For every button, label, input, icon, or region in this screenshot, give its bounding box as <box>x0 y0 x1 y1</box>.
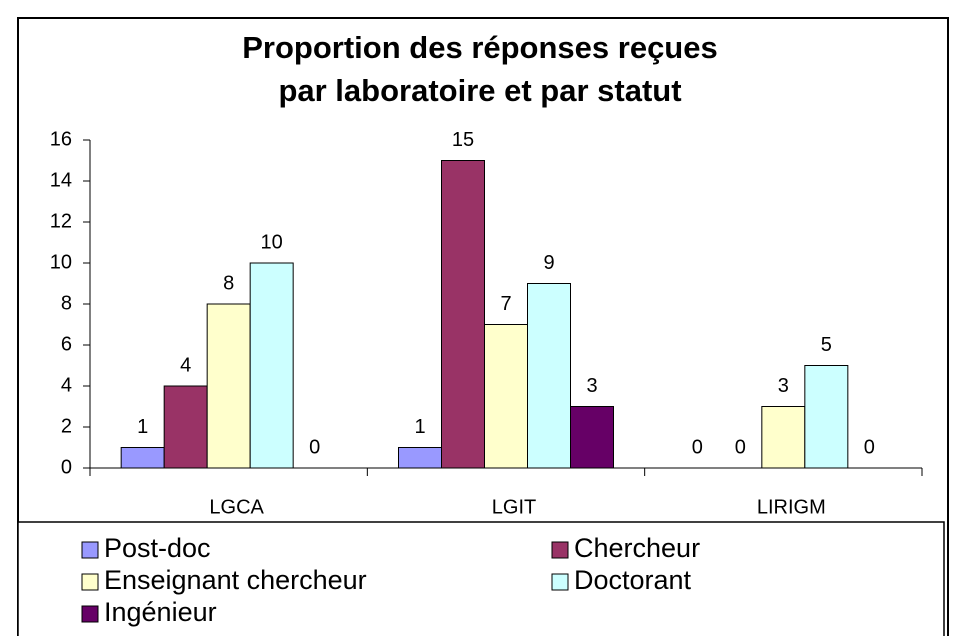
data-label: 0 <box>864 436 875 458</box>
data-label: 3 <box>778 375 789 397</box>
y-tick-label: 12 <box>50 210 72 232</box>
data-label: 7 <box>500 293 511 315</box>
y-tick-label: 14 <box>50 169 72 191</box>
y-tick-label: 16 <box>50 128 72 150</box>
bar <box>249 262 294 469</box>
data-label: 4 <box>180 354 191 376</box>
data-label: 0 <box>309 436 320 458</box>
bar <box>206 303 251 469</box>
data-label: 15 <box>452 129 474 151</box>
y-tick-label: 4 <box>61 374 72 396</box>
bar <box>484 324 528 469</box>
data-label: 5 <box>821 334 832 356</box>
data-label: 1 <box>137 416 148 438</box>
bar <box>570 406 614 469</box>
legend-swatch <box>81 605 99 623</box>
data-label: 0 <box>735 436 746 458</box>
legend-swatch <box>81 541 99 559</box>
legend-swatch <box>551 573 569 591</box>
data-label: 1 <box>414 416 425 438</box>
legend-label: Ingénieur <box>104 597 217 627</box>
bar <box>120 447 165 469</box>
data-label: 3 <box>586 375 597 397</box>
y-tick-label: 6 <box>61 333 72 355</box>
bar <box>761 406 806 469</box>
legend-swatch <box>551 541 569 559</box>
bar <box>398 447 442 469</box>
legend-label: Post-doc <box>104 533 211 563</box>
y-tick-label: 0 <box>61 456 72 478</box>
bar <box>804 365 849 469</box>
data-label: 10 <box>261 231 283 253</box>
chart-title: par laboratoire et par statut <box>278 73 681 108</box>
bar <box>527 283 571 469</box>
chart-title: Proportion des réponses reçues <box>242 30 717 65</box>
x-tick-label: LGCA <box>209 496 264 518</box>
data-label: 8 <box>223 272 234 294</box>
legend-box <box>17 521 945 636</box>
legend-swatch <box>81 573 99 591</box>
data-label: 0 <box>692 436 703 458</box>
bar <box>441 160 485 469</box>
y-tick-label: 10 <box>50 251 72 273</box>
x-tick-label: LIRIGM <box>757 496 826 518</box>
x-tick-label: LGIT <box>492 496 536 518</box>
legend-label: Chercheur <box>574 533 700 563</box>
y-tick-label: 2 <box>61 415 72 437</box>
y-tick-label: 8 <box>61 292 72 314</box>
bar <box>163 385 208 469</box>
legend-label: Enseignant chercheur <box>104 565 367 595</box>
data-label: 9 <box>543 252 554 274</box>
legend-label: Doctorant <box>574 565 692 595</box>
